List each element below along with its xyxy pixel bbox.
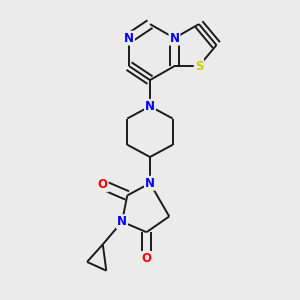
Text: N: N [117,215,127,228]
Text: O: O [142,252,152,265]
Text: N: N [169,32,179,45]
Text: S: S [195,60,203,73]
Text: O: O [98,178,108,191]
Text: N: N [124,32,134,45]
Text: N: N [145,177,155,190]
Text: N: N [145,100,155,113]
